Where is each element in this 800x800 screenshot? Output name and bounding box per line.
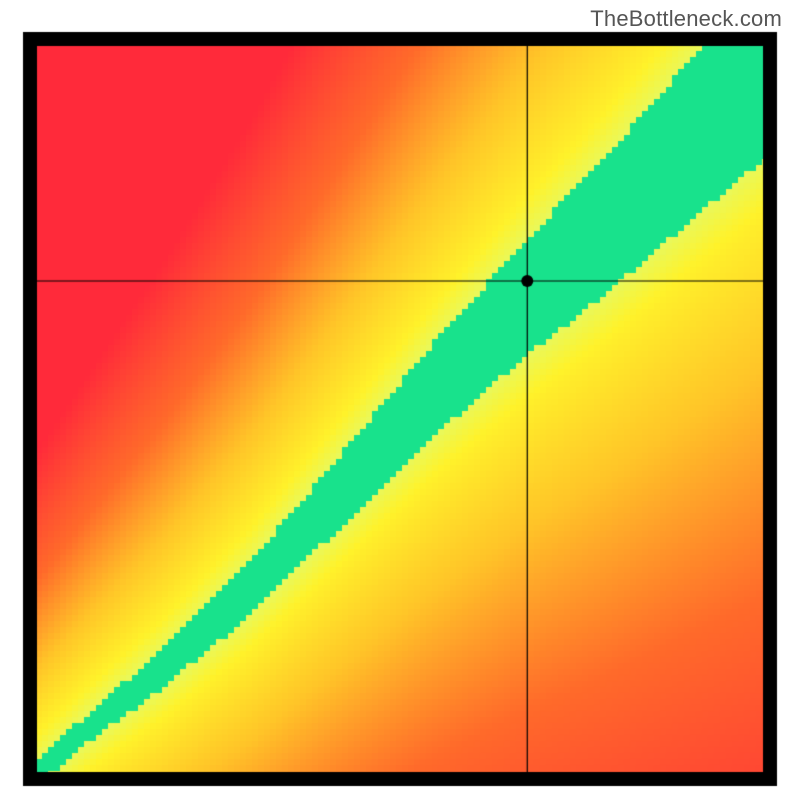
bottleneck-heatmap <box>0 0 800 800</box>
attribution-label: TheBottleneck.com <box>590 6 782 32</box>
